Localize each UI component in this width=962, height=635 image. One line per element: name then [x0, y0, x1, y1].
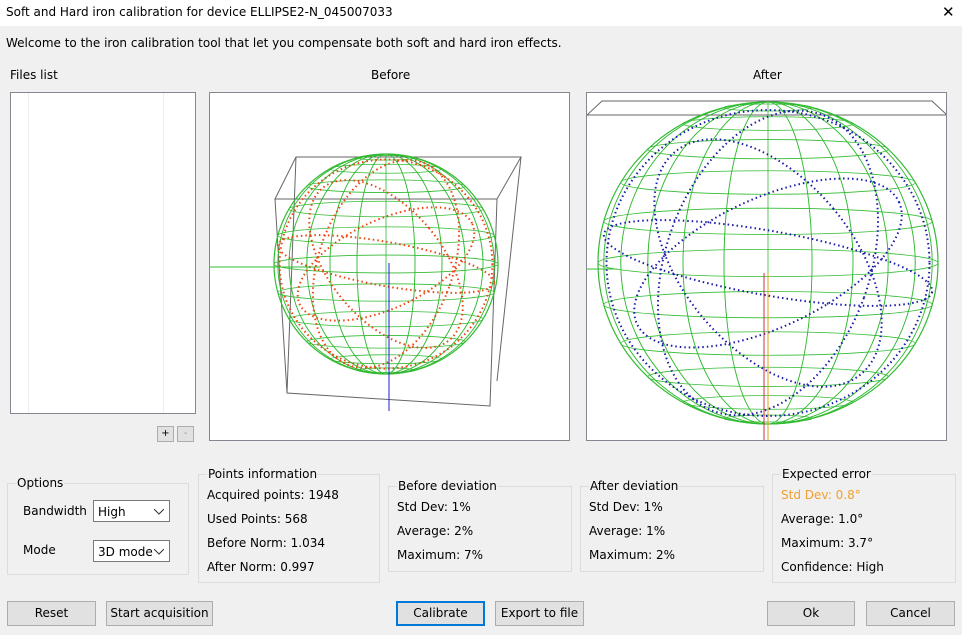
- window-title: Soft and Hard iron calibration for devic…: [6, 5, 393, 19]
- sample-track: [657, 109, 879, 417]
- title-bar: [0, 0, 962, 26]
- group-label: Points information: [207, 467, 319, 481]
- welcome-text: Welcome to the iron calibration tool tha…: [6, 36, 562, 50]
- info-line: Std Dev: 1%: [589, 500, 663, 514]
- info-line: Std Dev: 0.8°: [781, 488, 861, 502]
- before-deviation-group: Before deviation: [388, 479, 572, 572]
- before-label: Before: [371, 68, 411, 82]
- sample-track: [278, 158, 494, 370]
- bandwidth-select[interactable]: High: [93, 500, 170, 522]
- column-line: [163, 93, 164, 413]
- start-button[interactable]: Start acquisition: [106, 601, 213, 626]
- info-line: Std Dev: 1%: [397, 500, 471, 514]
- close-button[interactable]: ✕: [942, 3, 955, 21]
- info-line: Average: 2%: [397, 524, 474, 538]
- cancel-button[interactable]: Cancel: [866, 601, 955, 626]
- options-group: Options: [7, 476, 189, 575]
- info-line: Used Points: 568: [207, 512, 308, 526]
- chevron: [154, 509, 164, 515]
- files-list[interactable]: [10, 92, 196, 414]
- chevron: [154, 549, 164, 555]
- reset-button[interactable]: Reset: [7, 601, 96, 626]
- select-value: 3D mode: [98, 545, 153, 559]
- info-line: Average: 1.0°: [781, 512, 864, 526]
- info-line: Maximum: 7%: [397, 548, 484, 562]
- info-line: After Norm: 0.997: [207, 560, 315, 574]
- bandwidth-label: Bandwidth: [23, 504, 87, 518]
- info-line: Maximum: 3.7°: [781, 536, 874, 550]
- after-view: [586, 92, 947, 441]
- files-list-label: Files list: [10, 68, 58, 82]
- export-button[interactable]: Export to file: [495, 601, 584, 626]
- points-group: Points information: [198, 467, 380, 583]
- column-line: [28, 93, 29, 413]
- group-label: Expected error: [781, 467, 872, 481]
- before-view: [209, 92, 570, 441]
- info-line: Confidence: High: [781, 560, 884, 574]
- bounding-box: [587, 100, 946, 116]
- ok-button[interactable]: Ok: [767, 601, 855, 626]
- info-line: Before Norm: 1.034: [207, 536, 325, 550]
- info-line: Average: 1%: [589, 524, 666, 538]
- info-line: Acquired points: 1948: [207, 488, 339, 502]
- sphere-wireframe: [273, 153, 499, 375]
- expected-error-group: Expected error: [772, 467, 956, 583]
- sample-track: [602, 219, 934, 307]
- sample-track: [308, 179, 464, 349]
- info-line: Maximum: 2%: [589, 548, 676, 562]
- add-file-button[interactable]: +: [157, 426, 174, 442]
- calibrate-button[interactable]: Calibrate: [396, 601, 485, 626]
- sample-track: [633, 177, 903, 349]
- group-label: Options: [16, 476, 65, 490]
- outline: [273, 153, 499, 375]
- after-deviation-group: After deviation: [580, 479, 764, 572]
- bounding-box: [274, 156, 522, 407]
- group-label: After deviation: [589, 479, 680, 493]
- sample-track: [605, 109, 931, 417]
- sample-track: [653, 138, 883, 388]
- mode-label: Mode: [23, 543, 56, 557]
- mode-select[interactable]: 3D mode: [93, 540, 170, 562]
- sample-track: [276, 234, 496, 294]
- sample-track: [311, 159, 461, 369]
- remove-file-button[interactable]: -: [177, 426, 194, 442]
- after-label: After: [753, 68, 782, 82]
- select-value: High: [98, 505, 126, 519]
- group-label: Before deviation: [397, 479, 498, 493]
